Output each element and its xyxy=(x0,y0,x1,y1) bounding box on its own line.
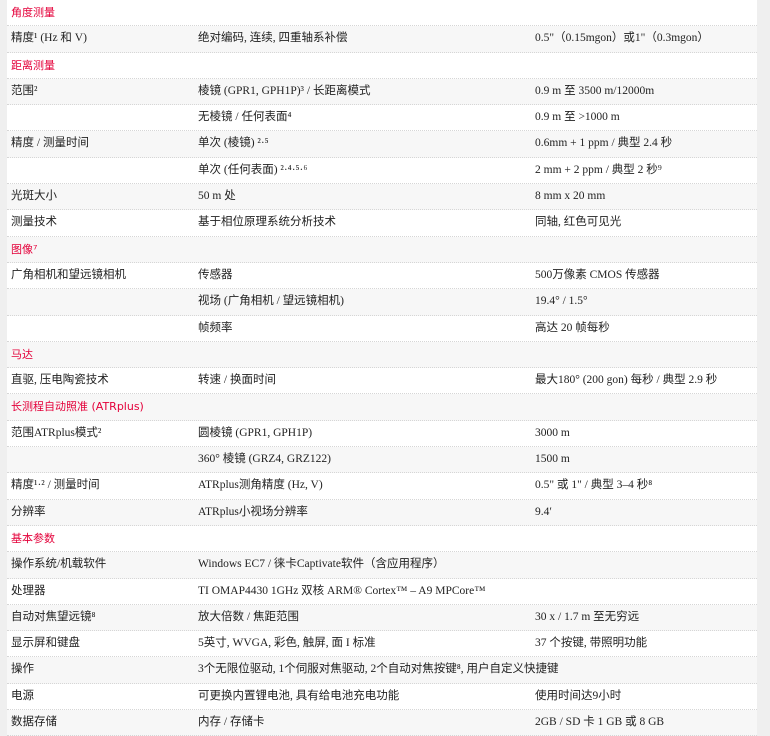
spec-condition: 3个无限位驱动, 1个伺服对焦驱动, 2个自动对焦按键⁸, 用户自定义快捷键 xyxy=(198,663,559,676)
spec-value: 1500 m xyxy=(535,453,570,466)
spec-label: 光斑大小 xyxy=(11,190,57,203)
spec-value: 30 x / 1.7 m 至无穷远 xyxy=(535,610,640,623)
spec-row: 操作 3个无限位驱动, 1个伺服对焦驱动, 2个自动对焦按键⁸, 用户自定义快捷键 xyxy=(7,657,757,684)
section-title: 马达 xyxy=(11,347,33,361)
spec-condition: Windows EC7 / 徕卡Captivate软件（含应用程序） xyxy=(198,558,445,571)
spec-condition: 50 m 处 xyxy=(198,190,236,203)
spec-condition: 单次 (任何表面) ²·⁴·⁵·⁶ xyxy=(198,163,308,176)
spec-condition: 绝对编码, 连续, 四重轴系补偿 xyxy=(198,32,348,45)
spec-condition: 圆棱镜 (GPR1, GPH1P) xyxy=(198,426,313,439)
spec-row: 无棱镜 / 任何表面⁴ 0.9 m 至 >1000 m xyxy=(7,105,757,132)
spec-condition: 可更换内置锂电池, 具有给电池充电功能 xyxy=(198,689,400,702)
spec-condition: ATRplus测角精度 (Hz, V) xyxy=(198,479,323,492)
spec-label: 数据存储 xyxy=(11,716,57,729)
spec-value: 37 个按键, 带照明功能 xyxy=(535,637,648,650)
spec-condition: 基于相位原理系统分析技术 xyxy=(198,216,336,229)
section-header-row: 角度测量 xyxy=(7,0,757,27)
spec-value: 9.4′ xyxy=(535,505,552,518)
spec-condition: ATRplus小视场分辨率 xyxy=(198,505,308,518)
spec-value: 0.9 m 至 3500 m/12000m xyxy=(535,84,655,97)
spec-row: 操作系统/机载软件 Windows EC7 / 徕卡Captivate软件（含应用… xyxy=(7,552,757,579)
spec-table: 角度测量精度¹ (Hz 和 V) 绝对编码, 连续, 四重轴系补偿 0.5"（0.1… xyxy=(7,0,757,736)
spec-value: 同轴, 红色可见光 xyxy=(535,216,622,229)
spec-row: 视场 (广角相机 / 望远镜相机) 19.4° / 1.5° xyxy=(7,289,757,316)
spec-row: 光斑大小 50 m 处 8 mm x 20 mm xyxy=(7,184,757,211)
spec-label: 分辨率 xyxy=(11,505,46,518)
spec-condition: TI OMAP4430 1GHz 双核 ARM® Cortex™ – A9 MP… xyxy=(198,584,486,597)
spec-condition: 传感器 xyxy=(198,268,233,281)
spec-value: 0.5" 或 1" / 典型 3–4 秒⁸ xyxy=(535,479,653,492)
spec-label: 精度 / 测量时间 xyxy=(11,137,89,150)
section-title: 基本参数 xyxy=(11,531,55,545)
section-title: 长测程自动照准 (ATRplus) xyxy=(11,400,144,414)
section-title: 图像⁷ xyxy=(11,242,38,256)
spec-row: 广角相机和望远镜相机 传感器 500万像素 CMOS 传感器 xyxy=(7,262,757,290)
spec-row: 帧频率 高达 20 帧每秒 xyxy=(7,315,757,342)
spec-label: 操作 xyxy=(11,663,34,676)
spec-label: 测量技术 xyxy=(11,216,57,229)
spec-condition: 放大倍数 / 焦距范围 xyxy=(198,610,299,623)
spec-row: 显示屏和键盘 5英寸, WVGA, 彩色, 触屏, 面 I 标准 37 个按键, 带… xyxy=(7,631,757,658)
spec-row: 直驱, 压电陶瓷技术 转速 / 换面时间 最大180° (200 gon) 每秒 /… xyxy=(7,368,757,395)
spec-value: 0.6mm + 1 ppm / 典型 2.4 秒 xyxy=(535,137,673,150)
spec-row: 测量技术 基于相位原理系统分析技术 同轴, 红色可见光 xyxy=(7,210,757,237)
spec-row: 自动对焦望远镜⁸ 放大倍数 / 焦距范围 30 x / 1.7 m 至无穷远 xyxy=(7,604,757,632)
spec-condition: 单次 (棱镜) ²·⁵ xyxy=(198,137,269,150)
spec-condition: 内存 / 存储卡 xyxy=(198,716,265,729)
spec-value: 3000 m xyxy=(535,426,570,439)
spec-row: 处理器 TI OMAP4430 1GHz 双核 ARM® Cortex™ – A9… xyxy=(7,578,757,605)
section-header-row: 距离测量 xyxy=(7,52,757,79)
spec-value: 2GB / SD 卡 1 GB 或 8 GB xyxy=(535,716,665,729)
spec-value: 8 mm x 20 mm xyxy=(535,190,606,203)
spec-condition: 转速 / 换面时间 xyxy=(198,374,276,387)
spec-condition: 无棱镜 / 任何表面⁴ xyxy=(198,111,292,124)
spec-label: 显示屏和键盘 xyxy=(11,637,80,650)
spec-row: 范围² 棱镜 (GPR1, GPH1P)³ / 长距离模式 0.9 m 至 3500… xyxy=(7,78,757,106)
spec-row: 精度 / 测量时间 单次 (棱镜) ²·⁵ 0.6mm + 1 ppm / 典型 2… xyxy=(7,131,757,158)
section-header-row: 图像⁷ xyxy=(7,236,757,263)
spec-row: 精度¹ (Hz 和 V) 绝对编码, 连续, 四重轴系补偿 0.5"（0.15mgo… xyxy=(7,26,757,53)
spec-condition: 帧频率 xyxy=(198,321,233,334)
spec-condition: 5英寸, WVGA, 彩色, 触屏, 面 I 标准 xyxy=(198,637,376,650)
spec-condition: 棱镜 (GPR1, GPH1P)³ / 长距离模式 xyxy=(198,84,371,97)
spec-value: 2 mm + 2 ppm / 典型 2 秒⁹ xyxy=(535,163,662,176)
spec-condition: 360° 棱镜 (GRZ4, GRZ122) xyxy=(198,453,332,466)
spec-label: 广角相机和望远镜相机 xyxy=(11,268,126,281)
spec-label: 操作系统/机载软件 xyxy=(11,558,107,571)
spec-label: 电源 xyxy=(11,689,34,702)
spec-value: 19.4° / 1.5° xyxy=(535,295,588,308)
spec-row: 数据存储 内存 / 存储卡 2GB / SD 卡 1 GB 或 8 GB xyxy=(7,710,757,736)
spec-label: 精度¹ (Hz 和 V) xyxy=(11,32,87,45)
spec-label: 自动对焦望远镜⁸ xyxy=(11,610,96,623)
spec-value: 使用时间达9小时 xyxy=(535,689,622,702)
spec-row: 范围ATRplus模式² 圆棱镜 (GPR1, GPH1P) 3000 m xyxy=(7,420,757,448)
section-header-row: 长测程自动照准 (ATRplus) xyxy=(7,394,757,421)
spec-label: 范围² xyxy=(11,84,38,97)
spec-value: 0.5"（0.15mgon）或1"（0.3mgon） xyxy=(535,32,709,45)
spec-row: 电源 可更换内置锂电池, 具有给电池充电功能 使用时间达9小时 xyxy=(7,683,757,711)
section-title: 距离测量 xyxy=(11,58,55,72)
spec-condition: 视场 (广角相机 / 望远镜相机) xyxy=(198,295,344,308)
spec-row: 360° 棱镜 (GRZ4, GRZ122) 1500 m xyxy=(7,447,757,474)
spec-label: 处理器 xyxy=(11,584,46,597)
spec-label: 直驱, 压电陶瓷技术 xyxy=(11,374,109,387)
spec-row: 分辨率 ATRplus小视场分辨率 9.4′ xyxy=(7,499,757,526)
spec-row: 单次 (任何表面) ²·⁴·⁵·⁶ 2 mm + 2 ppm / 典型 2 秒⁹ xyxy=(7,157,757,185)
spec-value: 最大180° (200 gon) 每秒 / 典型 2.9 秒 xyxy=(535,374,718,387)
section-header-row: 马达 xyxy=(7,341,757,369)
spec-value: 500万像素 CMOS 传感器 xyxy=(535,268,660,281)
spec-label: 范围ATRplus模式² xyxy=(11,426,102,439)
spec-row: 精度¹·² / 测量时间 ATRplus测角精度 (Hz, V) 0.5" 或 1"… xyxy=(7,473,757,500)
spec-label: 精度¹·² / 测量时间 xyxy=(11,479,100,492)
section-header-row: 基本参数 xyxy=(7,525,757,553)
section-title: 角度测量 xyxy=(11,6,55,19)
spec-value: 0.9 m 至 >1000 m xyxy=(535,111,620,124)
spec-value: 高达 20 帧每秒 xyxy=(535,321,610,334)
